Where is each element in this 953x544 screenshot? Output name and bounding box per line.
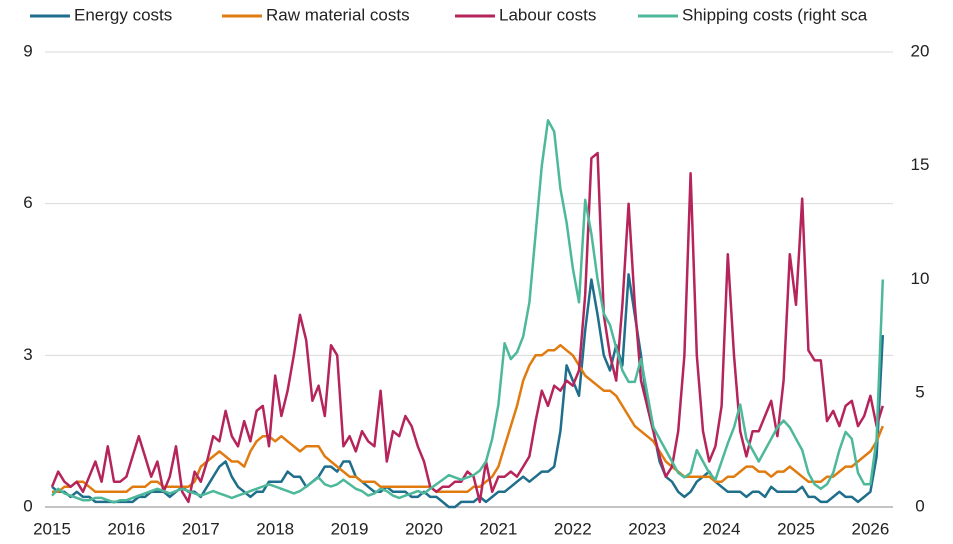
x-tick-label: 2018: [256, 519, 294, 538]
x-tick-label: 2026: [851, 519, 889, 538]
y2-tick-label: 20: [911, 41, 930, 60]
series-line: [52, 343, 884, 494]
x-tick-label: 2016: [107, 519, 145, 538]
y2-tick-label: 15: [911, 155, 930, 174]
legend-label: Energy costs: [74, 5, 172, 24]
y2-tick-label: 5: [915, 383, 924, 402]
x-tick-label: 2023: [628, 519, 666, 538]
y-tick-label: 0: [23, 496, 32, 515]
legend-label: Raw material costs: [266, 5, 410, 24]
y2-tick-label: 0: [915, 496, 924, 515]
series-line: [50, 151, 884, 504]
y2-tick-label: 10: [911, 269, 930, 288]
legend-label: Labour costs: [499, 5, 596, 24]
x-tick-label: 2024: [703, 519, 741, 538]
x-tick-label: 2020: [405, 519, 443, 538]
x-tick-label: 2017: [182, 519, 220, 538]
x-tick-label: 2019: [331, 519, 369, 538]
x-tick-label: 2022: [554, 519, 592, 538]
y-tick-label: 9: [23, 41, 32, 60]
series-line: [51, 119, 885, 504]
x-tick-label: 2025: [777, 519, 815, 538]
y-tick-label: 6: [23, 193, 32, 212]
x-tick-label: 2021: [479, 519, 517, 538]
y-tick-label: 3: [23, 345, 32, 364]
x-tick-label: 2015: [33, 519, 71, 538]
legend-label: Shipping costs (right sca: [682, 5, 868, 24]
